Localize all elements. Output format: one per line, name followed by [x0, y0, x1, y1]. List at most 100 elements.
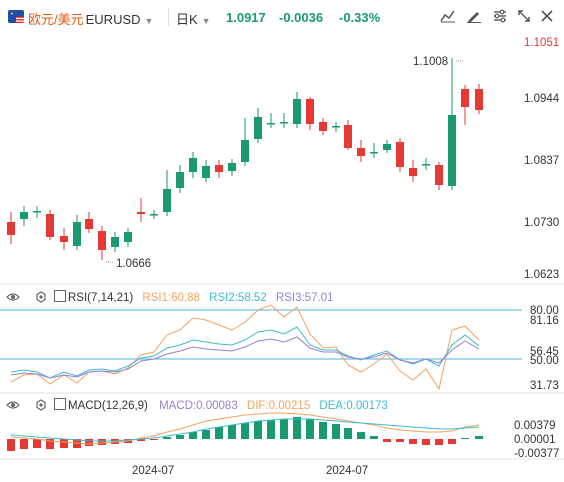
candle: [241, 118, 249, 166]
rsi-axis-label: 81.16: [530, 315, 559, 327]
macd-bar: [46, 439, 54, 449]
candle: [254, 108, 262, 143]
candle: [357, 140, 365, 162]
macd-axis-label: 0.00001: [514, 434, 556, 446]
macd-legend: MACD(12,26,9) MACD:0.00083 DIF:0.00215 D…: [54, 398, 388, 412]
rsi-axis: 80.00 81.16 56.45 50.00 31.73: [530, 305, 559, 392]
rsi-name: RSI(7,14,21): [68, 292, 134, 304]
candle: [293, 92, 301, 128]
high-price-label: 1.1008: [413, 56, 448, 68]
symbol-selector[interactable]: 欧元/美元 EURUSD ▼: [28, 9, 153, 28]
macd-bar: [241, 423, 249, 439]
candle: [163, 170, 171, 216]
rsi1-value: RSI1:60.88: [142, 292, 200, 304]
macd-bar: [163, 437, 171, 439]
symbol-code: EURUSD: [85, 12, 141, 27]
macd-bar: [332, 424, 340, 439]
candle: [202, 160, 210, 182]
last-price: 1.0917: [226, 10, 266, 25]
price-axis-label: 1.0730: [524, 217, 559, 229]
candle: [33, 206, 41, 218]
time-axis-label: 2024-07: [132, 465, 174, 477]
candle: [176, 165, 184, 193]
candle: [124, 228, 132, 247]
macd-bar: [461, 438, 469, 439]
candle: [332, 122, 340, 132]
candle: [306, 97, 314, 130]
price-axis-label: 1.1051: [524, 37, 559, 49]
candle: [280, 113, 288, 128]
price-change: -0.0036: [279, 10, 324, 25]
period-selector[interactable]: 日K ▼: [176, 9, 211, 28]
macd-bar: [448, 439, 456, 444]
macd-name: MACD(12,26,9): [68, 400, 148, 412]
macd-bar: [85, 439, 93, 446]
gear-icon[interactable]: [36, 399, 46, 411]
macd-bar: [344, 428, 352, 439]
candle: [461, 85, 469, 125]
gear-icon[interactable]: [36, 291, 46, 303]
candle: [422, 158, 430, 170]
candle: [73, 215, 81, 250]
settings-button[interactable]: [492, 9, 510, 25]
macd-bar: [409, 439, 417, 444]
chart-type-button[interactable]: [440, 9, 458, 25]
candle: [215, 160, 223, 178]
time-axis-label: 2024-07: [326, 465, 368, 477]
dif-value: DIF:0.00215: [246, 400, 311, 412]
macd-bar: [228, 425, 236, 439]
price-axis: 1.1051 1.0944 1.0837 1.0730 1.0623: [524, 37, 560, 281]
macd-value: MACD:0.00083: [159, 400, 238, 412]
collapse-icon[interactable]: [54, 290, 66, 302]
divider: [168, 8, 169, 26]
fullscreen-icon: [518, 10, 530, 22]
candle: [60, 228, 68, 250]
candle: [409, 160, 417, 182]
candle: [20, 206, 28, 226]
macd-bar: [189, 432, 197, 439]
candle: [344, 120, 352, 150]
candle: [46, 210, 54, 240]
macd-axis-label: -0.00377: [514, 448, 559, 460]
candle: [448, 58, 456, 190]
candle: [396, 138, 404, 172]
macd-bar: [20, 439, 28, 449]
macd-bar: [176, 435, 184, 439]
macd-bar: [33, 439, 41, 448]
draw-button[interactable]: [466, 9, 484, 25]
candle: [98, 226, 106, 260]
rsi-axis-label: 31.73: [530, 380, 559, 392]
candle: [189, 152, 197, 178]
candle: [85, 212, 93, 233]
candle: [150, 210, 158, 219]
macd-bar: [319, 422, 327, 439]
candle: [319, 118, 327, 135]
macd-histogram: [7, 417, 483, 451]
macd-bar: [137, 439, 145, 441]
eye-icon[interactable]: [6, 401, 20, 409]
macd-bar: [293, 417, 301, 439]
candle: [137, 198, 145, 222]
price-change-percent: -0.33%: [339, 10, 381, 25]
chevron-down-icon: ▼: [201, 16, 211, 26]
fullscreen-button[interactable]: [516, 9, 534, 25]
close-button[interactable]: [540, 9, 558, 25]
eye-icon[interactable]: [6, 293, 20, 301]
macd-bar: [280, 419, 288, 439]
rsi-legend: RSI(7,14,21) RSI1:60.88 RSI2:58.52 RSI3:…: [54, 290, 333, 304]
rsi-axis-label: 50.00: [530, 355, 559, 367]
macd-axis-label: 0.00379: [514, 420, 556, 432]
macd-bar: [150, 439, 158, 440]
rsi3-value: RSI3:57.01: [275, 292, 334, 304]
price-axis-label: 1.0837: [524, 155, 559, 167]
dea-value: DEA:0.00173: [319, 400, 388, 412]
macd-bar: [60, 439, 68, 448]
macd-bar: [267, 420, 275, 439]
macd-bar: [215, 427, 223, 439]
macd-axis: 0.00379 0.00001 -0.00377: [514, 420, 559, 460]
collapse-icon[interactable]: [54, 398, 66, 410]
macd-bar: [7, 439, 15, 451]
macd-bar: [306, 419, 314, 439]
